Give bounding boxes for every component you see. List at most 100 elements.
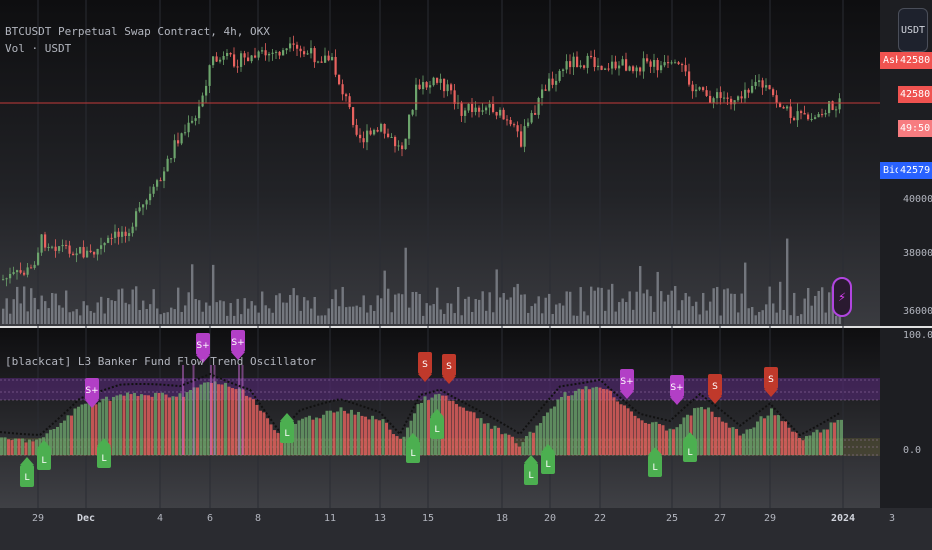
volume-bar	[670, 290, 673, 324]
volume-bar	[44, 301, 47, 324]
currency-button[interactable]: USDT	[898, 8, 928, 52]
volume-bar	[611, 283, 614, 324]
histogram-bar	[70, 415, 73, 455]
candle-body	[698, 87, 701, 90]
histogram-bar	[703, 409, 707, 455]
candle-body	[159, 180, 162, 182]
volume-bar	[257, 312, 260, 324]
signal-tag-pointer	[196, 355, 210, 363]
signal-tag-label: S	[446, 362, 452, 372]
volume-bar	[803, 298, 806, 324]
histogram-bar	[395, 436, 399, 455]
volume-bar	[418, 294, 421, 324]
signal-tag-box	[97, 446, 111, 468]
histogram-bar	[577, 388, 581, 455]
histogram-bar	[87, 402, 91, 455]
time-label: 15	[421, 513, 435, 524]
histogram-bar	[560, 396, 563, 455]
volume-bar	[26, 311, 29, 324]
volume-bar	[709, 301, 712, 324]
histogram-bar	[350, 409, 353, 455]
volume-bar	[618, 302, 621, 324]
candle-body	[415, 84, 418, 110]
candle-body	[5, 278, 8, 280]
volume-bar	[789, 315, 792, 324]
histogram-bar	[763, 418, 766, 455]
volume-bar	[324, 315, 327, 324]
volume-bar	[373, 310, 376, 324]
candle-body	[775, 95, 778, 103]
volume-bar	[628, 291, 631, 324]
candle-body	[789, 106, 792, 118]
candle-body	[632, 66, 635, 72]
candle-body	[467, 103, 470, 111]
candle-body	[152, 186, 155, 194]
volume-bar	[824, 312, 827, 324]
candle-body	[688, 71, 691, 85]
histogram-bar	[157, 392, 161, 455]
volume-bar	[723, 289, 726, 324]
histogram-bar	[472, 412, 476, 455]
main-legend[interactable]: BTCUSDT Perpetual Swap Contract, 4h, OKX	[5, 25, 270, 38]
volume-bar	[387, 288, 390, 324]
volume-bar	[9, 313, 12, 324]
candle-body	[432, 77, 435, 86]
histogram-bar	[528, 431, 532, 455]
histogram-bar	[465, 410, 469, 455]
histogram-bar	[679, 424, 682, 455]
candle-body	[555, 80, 558, 85]
histogram-bar	[448, 400, 451, 455]
signal-tag-pointer	[406, 433, 420, 441]
candle-body	[817, 114, 820, 118]
volume-bar	[562, 305, 565, 324]
volume-bar	[317, 315, 320, 324]
signal-tag-pointer	[670, 397, 684, 405]
candle-body	[96, 248, 99, 255]
histogram-bar	[105, 396, 108, 455]
histogram-bar	[812, 432, 815, 455]
histogram-bar	[381, 419, 385, 455]
volume-bar	[772, 303, 775, 324]
volume-legend[interactable]: Vol · USDT	[5, 42, 72, 55]
candle-body	[586, 55, 589, 68]
histogram-bar	[220, 384, 224, 455]
candle-body	[72, 253, 75, 256]
histogram-bar	[546, 412, 549, 455]
candle-body	[453, 90, 456, 104]
candle-body	[723, 97, 726, 99]
volume-bar	[278, 293, 281, 324]
signal-tag-pointer	[620, 391, 634, 399]
volume-bar	[754, 315, 757, 324]
histogram-bar	[458, 406, 462, 455]
volume-bar	[110, 300, 113, 324]
volume-bar	[565, 291, 568, 324]
candle-body	[681, 64, 684, 66]
histogram-bar	[269, 424, 273, 455]
candle-body	[593, 56, 596, 68]
candle-body	[474, 107, 477, 112]
volume-bar	[313, 296, 316, 324]
histogram-bar	[581, 389, 584, 455]
candle-body	[793, 117, 796, 121]
signal-tag-box	[231, 330, 245, 352]
candle-body	[712, 98, 715, 103]
candle-body	[142, 204, 145, 208]
histogram-bar	[168, 397, 171, 455]
volume-bar	[23, 286, 26, 324]
volume-bar	[474, 299, 477, 324]
histogram-bar	[311, 419, 315, 455]
time-label: 4	[156, 513, 164, 524]
spike-bar	[241, 365, 244, 455]
candle-body	[380, 123, 383, 132]
signal-tag-label: L	[545, 460, 550, 470]
histogram-bar	[840, 419, 843, 455]
volume-bar	[481, 291, 484, 324]
volume-bar	[583, 311, 586, 324]
volume-bar	[740, 293, 743, 324]
signal-tag-pointer	[37, 440, 51, 448]
indicator-legend[interactable]: [blackcat] L3 Banker Fund Flow Trend Osc…	[5, 355, 317, 368]
candle-body	[782, 107, 785, 109]
histogram-bar	[294, 423, 297, 455]
lightning-icon[interactable]: ⚡	[832, 277, 852, 317]
